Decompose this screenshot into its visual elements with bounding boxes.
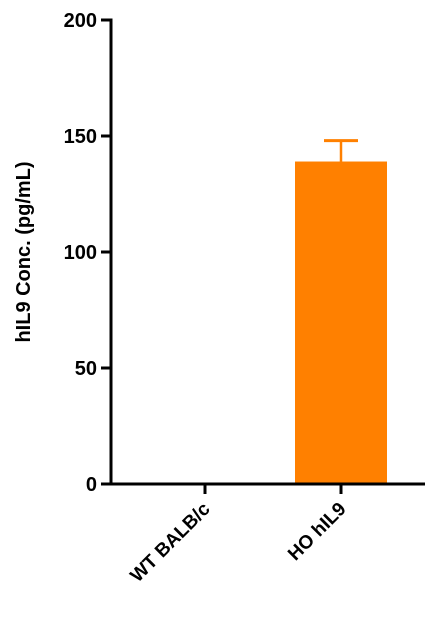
y-axis-title: hIL9 Conc. (pg/mL) [13,161,35,342]
y-tick-label: 150 [64,126,97,148]
y-tick-label: 100 [64,242,97,264]
y-tick-label: 50 [75,358,97,380]
bar-ho-hil9 [295,161,387,484]
x-tick-label: HO hIL9 [284,499,350,565]
axes-layer [101,18,425,494]
y-tick-label: 0 [86,474,97,496]
x-tick-label: WT BALB/c [127,498,215,586]
error-bars-layer [324,139,358,162]
y-tick-label: 200 [64,10,97,32]
bars-layer [295,161,387,484]
